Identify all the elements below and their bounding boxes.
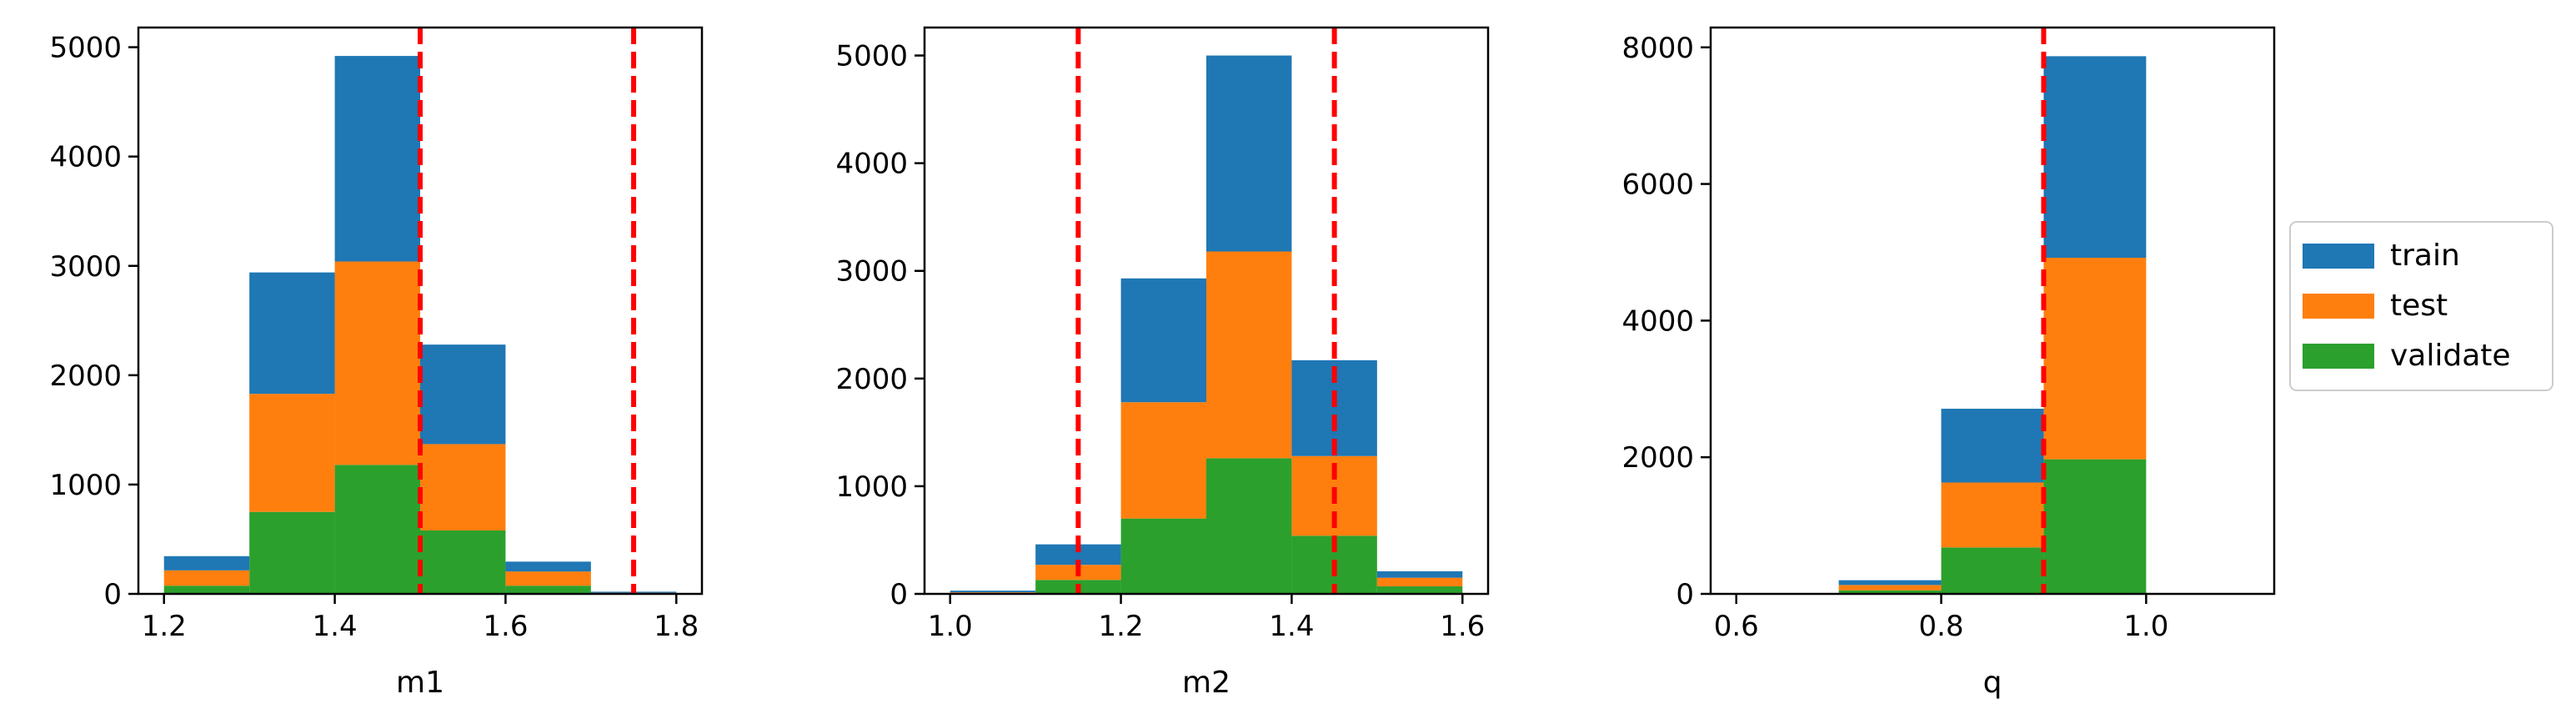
x-tick-label: 1.4 — [1269, 610, 1314, 643]
y-tick-label: 0 — [890, 578, 908, 611]
bar-test — [2043, 258, 2147, 460]
axes-frame — [923, 26, 1490, 596]
panel-q: 0.6 0.8 1.0 0 2000 4000 6000 8000 q — [1621, 26, 2276, 700]
bar-validate — [1941, 547, 2044, 594]
bar-test — [420, 444, 506, 530]
bar-train — [1120, 278, 1206, 403]
y-tick-label: 3000 — [835, 255, 908, 289]
x-tick-label: 1.2 — [142, 610, 187, 643]
bar-validate — [505, 586, 591, 594]
bar-train — [2043, 56, 2147, 259]
y-tick-label: 4000 — [835, 148, 908, 181]
panel-m1: 1.2 1.4 1.6 1.8 0 1000 2000 3000 4000 5000 m1 — [49, 26, 704, 700]
x-tick-label: 1.8 — [654, 610, 699, 643]
x-axis-label: m2 — [1182, 666, 1230, 700]
bar-train — [1941, 409, 2044, 483]
y-tick-label: 3000 — [49, 250, 122, 284]
x-tick-label: 1.0 — [2123, 610, 2168, 643]
x-axis-label: q — [1983, 666, 2002, 700]
bar-validate — [163, 586, 250, 594]
bar-test — [249, 394, 335, 512]
bar-test — [1838, 585, 1942, 591]
legend-label-train: train — [2390, 239, 2460, 273]
axes-frame — [137, 26, 704, 596]
bar-test — [334, 261, 420, 465]
bar-train — [163, 556, 250, 571]
legend-label-validate: validate — [2390, 339, 2511, 373]
bar-test — [1376, 577, 1463, 586]
legend-label-test: test — [2390, 289, 2448, 323]
y-tick-label: 1000 — [835, 470, 908, 504]
panel-m2: 1.0 1.2 1.4 1.6 0 1000 2000 3000 4000 5000 m2 — [835, 26, 1490, 700]
bar-train — [334, 56, 420, 262]
bar-validate — [249, 511, 335, 594]
y-tick-label: 5000 — [49, 32, 122, 65]
bar-train — [1838, 580, 1942, 586]
x-axis-label: m1 — [396, 666, 444, 700]
x-tick-label: 1.6 — [1440, 610, 1485, 643]
bar-validate — [334, 465, 420, 594]
bar-test — [1120, 402, 1206, 519]
x-tick-label: 1.4 — [313, 610, 358, 643]
y-tick-label: 2000 — [835, 363, 908, 396]
y-tick-label: 0 — [1676, 578, 1694, 611]
bar-validate — [2043, 459, 2147, 594]
x-tick-label: 1.2 — [1099, 610, 1144, 643]
bar-validate — [1838, 590, 1942, 594]
bar-test — [950, 592, 1036, 594]
bar-train — [505, 561, 591, 572]
legend-swatch-test — [2303, 294, 2374, 319]
legend-swatch-train — [2303, 244, 2374, 269]
bar-train — [420, 344, 506, 445]
bar-test — [505, 571, 591, 586]
bar-validate — [1120, 518, 1206, 594]
legend: train test validate — [2289, 221, 2553, 391]
x-tick-label: 0.6 — [1714, 610, 1759, 643]
y-tick-label: 2000 — [1621, 441, 1694, 475]
bar-validate — [1376, 586, 1463, 594]
axes-frame — [1709, 26, 2276, 596]
x-tick-label: 1.6 — [483, 610, 528, 643]
bar-test — [1941, 482, 2044, 548]
bar-test — [1206, 251, 1292, 459]
y-tick-label: 2000 — [49, 359, 122, 393]
y-tick-label: 4000 — [49, 141, 122, 174]
bar-validate — [1206, 458, 1292, 594]
y-tick-label: 6000 — [1621, 168, 1694, 202]
x-tick-label: 1.0 — [928, 610, 973, 643]
legend-swatch-validate — [2303, 344, 2374, 369]
y-tick-label: 1000 — [49, 469, 122, 502]
y-tick-label: 5000 — [835, 40, 908, 73]
bar-train — [950, 591, 1036, 593]
x-tick-label: 0.8 — [1919, 610, 1964, 643]
bar-train — [249, 272, 335, 395]
bar-test — [163, 570, 250, 586]
bar-train — [1206, 55, 1292, 252]
bar-validate — [420, 530, 506, 594]
y-tick-label: 4000 — [1621, 304, 1694, 338]
y-tick-label: 8000 — [1621, 32, 1694, 65]
y-tick-label: 0 — [103, 578, 122, 611]
bar-train — [1376, 571, 1463, 578]
